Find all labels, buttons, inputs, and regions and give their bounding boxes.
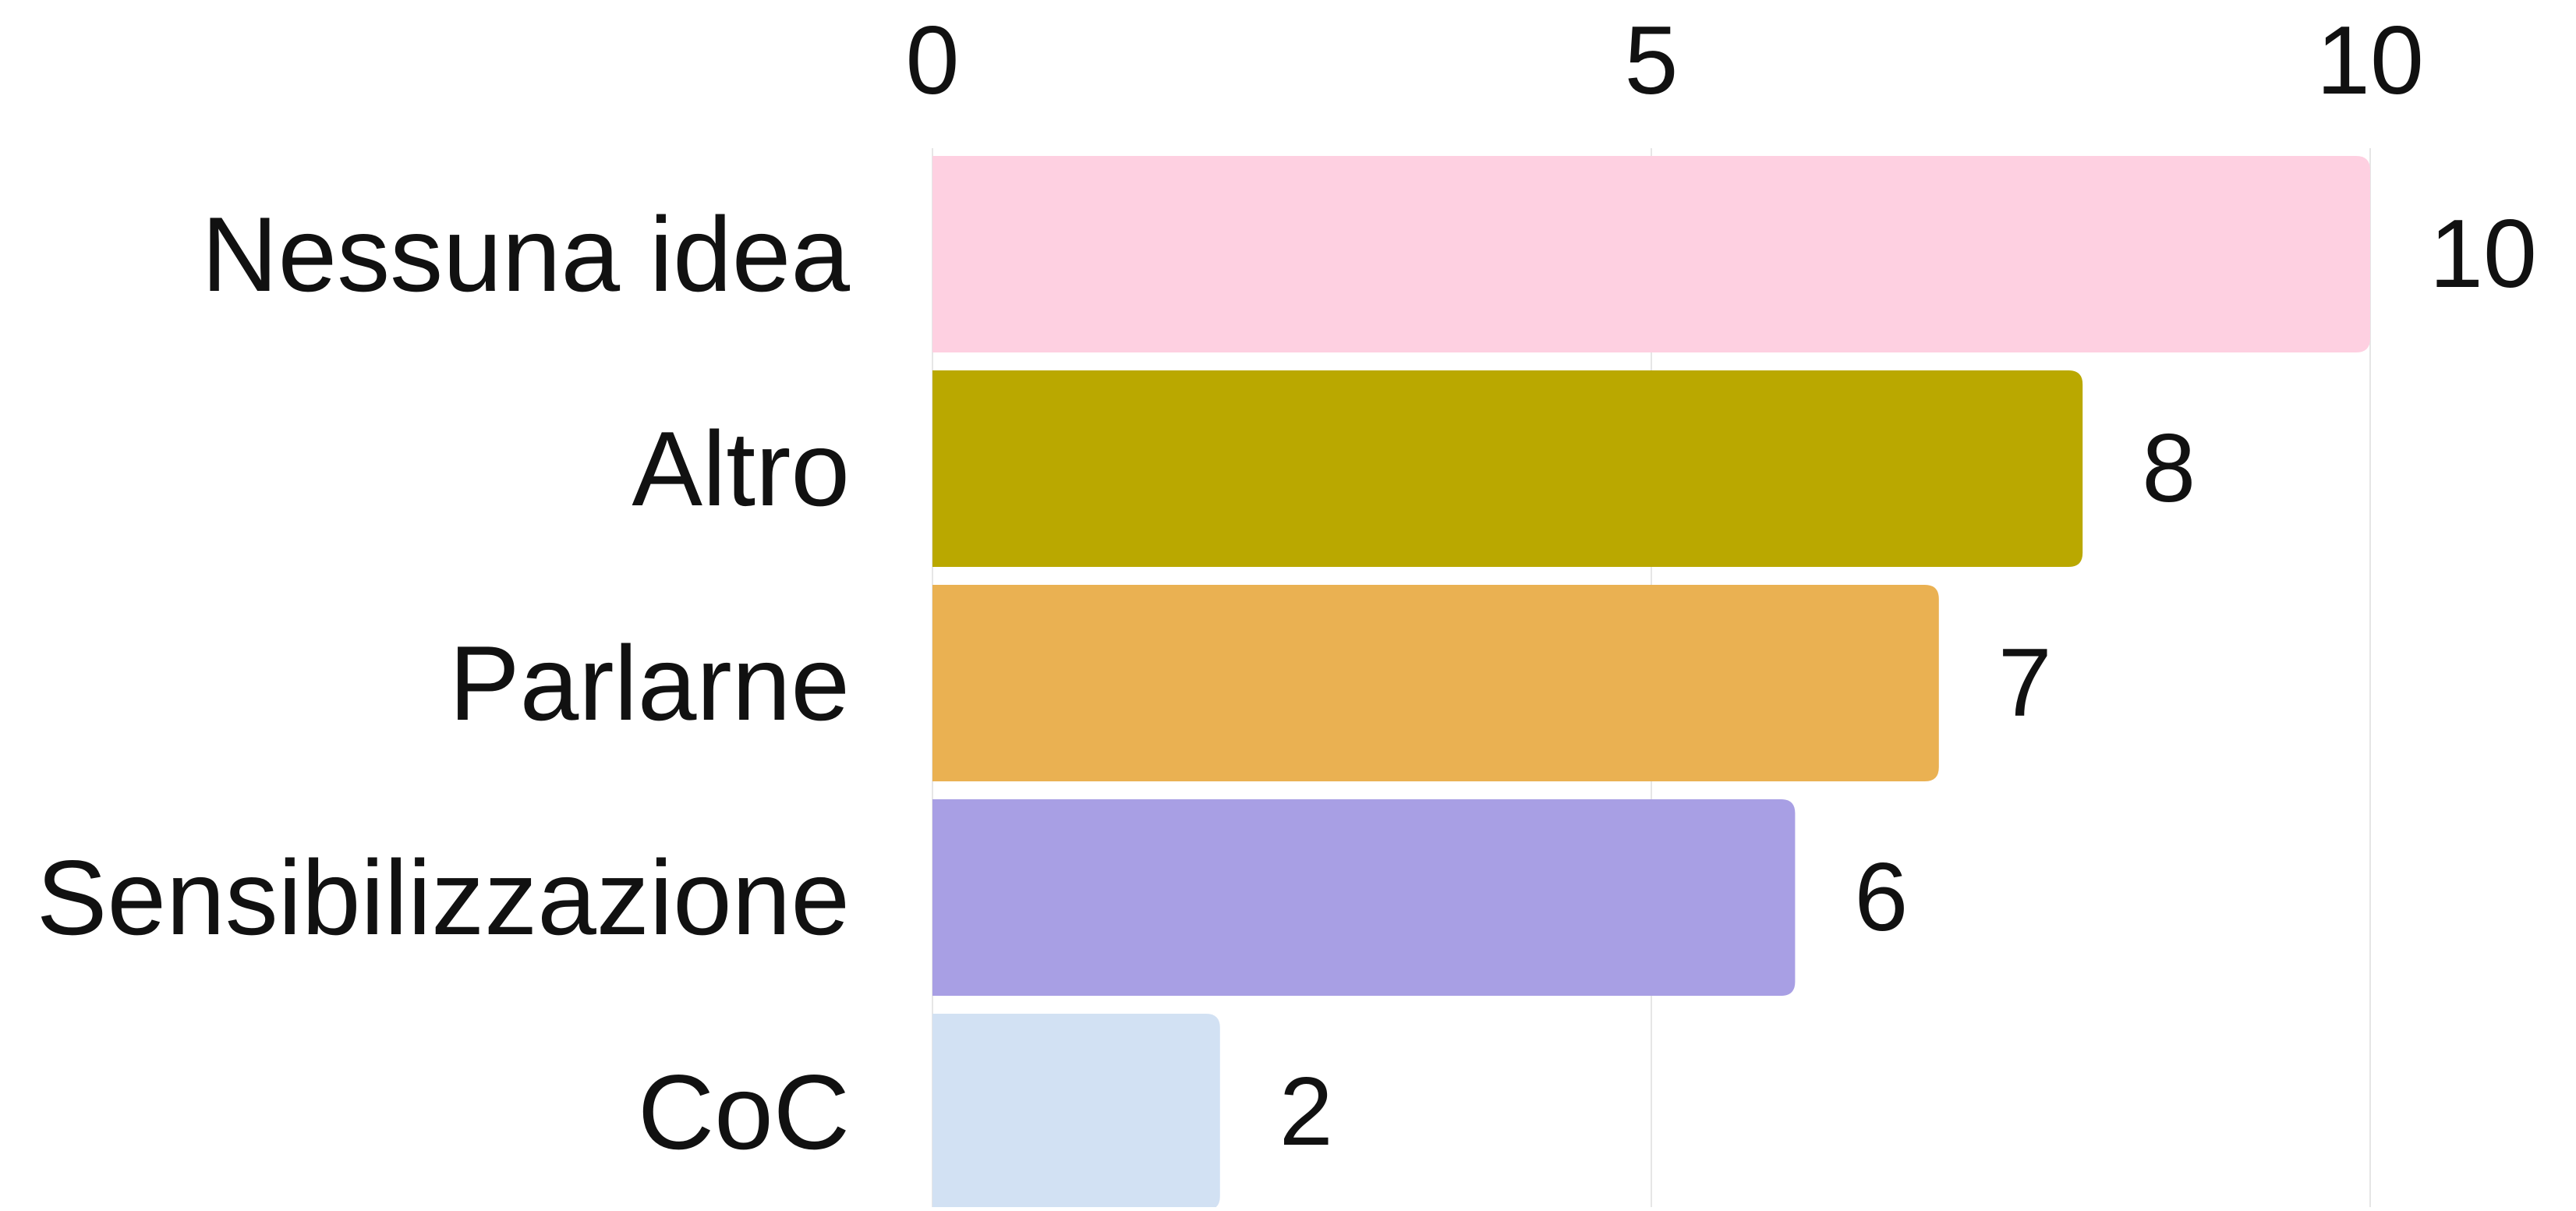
data-label: 6 — [1854, 844, 1908, 951]
data-label: 10 — [2429, 200, 2537, 308]
x-tick-label: 10 — [2316, 7, 2424, 115]
category-labels: Nessuna idea Altro Parlarne Sensibilizzazio… — [37, 195, 851, 1171]
category-label: Sensibilizzazione — [37, 838, 850, 957]
bar-sensibilizzazione — [932, 799, 1796, 996]
value-labels: 10 876 2 — [1279, 200, 2537, 1166]
x-axis-ticks: 0 5 10 — [906, 7, 2424, 115]
data-label: 7 — [1998, 629, 2052, 737]
data-label: 8 — [2142, 415, 2196, 522]
category-label: Parlarne — [449, 624, 850, 742]
bar-nessuna-idea — [932, 156, 2370, 352]
bar-altro — [932, 370, 2083, 567]
x-tick-label: 0 — [906, 7, 960, 115]
x-tick-label: 5 — [1625, 7, 1679, 115]
category-label: CoC — [638, 1053, 850, 1171]
data-label: 2 — [1279, 1058, 1333, 1166]
bar-coc — [932, 1014, 1220, 1210]
bars — [932, 156, 2370, 1210]
category-label: Nessuna idea — [201, 195, 850, 313]
bar-parlarne — [932, 585, 1939, 781]
category-label: Altro — [632, 409, 850, 528]
